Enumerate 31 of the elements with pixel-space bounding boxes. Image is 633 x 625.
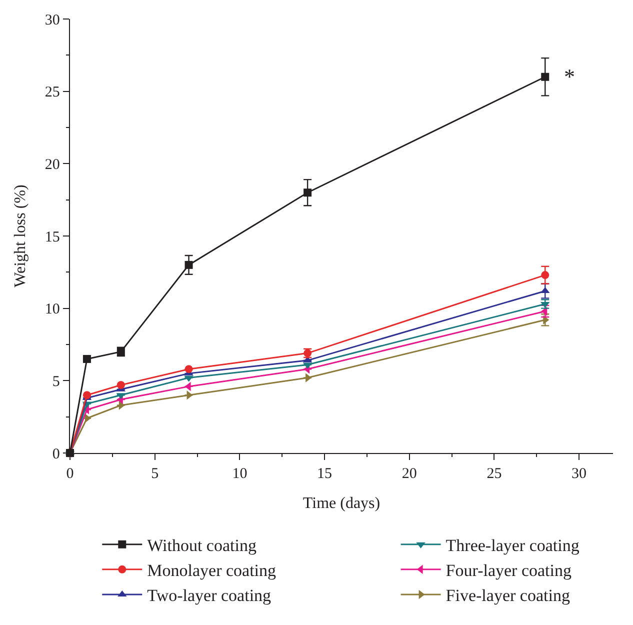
point xyxy=(184,365,193,374)
point xyxy=(304,188,312,197)
x-tick-label: 5 xyxy=(151,466,159,482)
y-tick-label: 30 xyxy=(44,12,60,28)
annotation: * xyxy=(564,64,575,89)
legend-label: Without coating xyxy=(147,536,257,555)
y-axis-title: Weight loss (%) xyxy=(12,184,29,288)
legend-label: Four-layer coating xyxy=(446,561,572,580)
y-tick-label: 0 xyxy=(52,446,60,462)
y-tick-label: 20 xyxy=(44,156,60,173)
y-tick-label: 10 xyxy=(44,302,60,318)
legend-label: Three-layer coating xyxy=(446,536,580,555)
point xyxy=(541,72,550,81)
point xyxy=(82,391,91,400)
point xyxy=(82,354,91,363)
point xyxy=(116,381,125,390)
point xyxy=(541,271,550,280)
x-tick-label: 20 xyxy=(402,466,417,482)
x-tick-label: 30 xyxy=(572,466,587,482)
x-tick-label: 25 xyxy=(486,466,502,482)
y-tick-label: 25 xyxy=(44,84,60,101)
y-tick-label: 15 xyxy=(44,229,60,246)
x-axis-title: Time (days) xyxy=(302,494,380,512)
legend-label: Monolayer coating xyxy=(147,561,277,580)
point xyxy=(184,260,193,269)
x-tick-label: 15 xyxy=(317,466,332,482)
legend-label: Two-layer coating xyxy=(147,586,272,606)
x-tick-label: 0 xyxy=(66,466,74,482)
x-tick-label: 10 xyxy=(232,466,248,482)
legend-label: Five-layer coating xyxy=(446,586,570,606)
y-tick-label: 5 xyxy=(52,374,60,390)
